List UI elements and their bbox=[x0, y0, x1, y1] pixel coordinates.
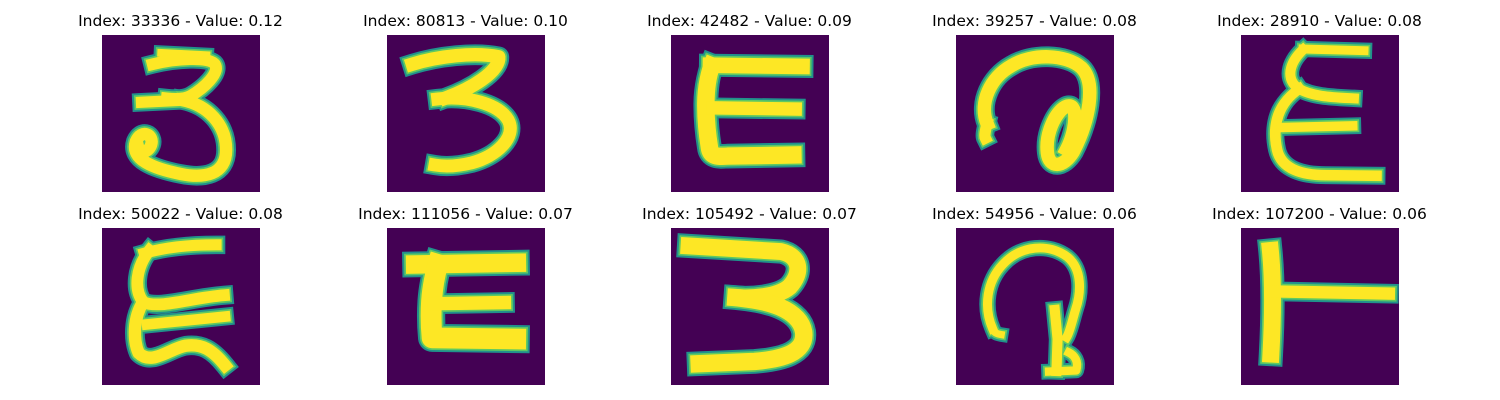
panel-title: Index: 80813 - Value: 0.10 bbox=[363, 12, 568, 30]
digit-panel: Index: 50022 - Value: 0.08 bbox=[38, 193, 323, 385]
digit-image bbox=[102, 228, 260, 385]
stroke-core bbox=[697, 54, 802, 166]
digit-image bbox=[1241, 228, 1399, 385]
digit-panel: Index: 39257 - Value: 0.08 bbox=[892, 0, 1177, 192]
stroke-core bbox=[979, 116, 994, 146]
digit-image bbox=[956, 228, 1114, 385]
stroke-core bbox=[128, 92, 233, 182]
stroke-core bbox=[1298, 44, 1369, 56]
stroke-core bbox=[1267, 285, 1396, 300]
digit-image bbox=[387, 35, 545, 192]
digit-panel: Index: 42482 - Value: 0.09 bbox=[607, 0, 892, 192]
digit-image bbox=[387, 228, 545, 385]
stroke-core bbox=[427, 295, 512, 311]
digit-panel: Index: 28910 - Value: 0.08 bbox=[1177, 0, 1462, 192]
digit-image bbox=[1241, 35, 1399, 192]
digit-image bbox=[671, 35, 829, 192]
digit-panel: Index: 54956 - Value: 0.06 bbox=[892, 193, 1177, 385]
stroke-core bbox=[983, 243, 1084, 344]
stroke-core bbox=[1261, 241, 1281, 364]
stroke-core bbox=[1276, 120, 1358, 133]
stroke-core bbox=[403, 48, 506, 107]
panel-title: Index: 105492 - Value: 0.07 bbox=[642, 205, 857, 223]
panel-title: Index: 50022 - Value: 0.08 bbox=[78, 205, 283, 223]
panel-title: Index: 111056 - Value: 0.07 bbox=[358, 205, 573, 223]
stroke-core bbox=[141, 310, 231, 331]
panel-title: Index: 28910 - Value: 0.08 bbox=[1217, 12, 1422, 30]
stroke-core bbox=[987, 324, 1006, 339]
panel-title: Index: 54956 - Value: 0.06 bbox=[932, 205, 1137, 223]
digit-panel: Index: 107200 - Value: 0.06 bbox=[1177, 193, 1462, 385]
image-background bbox=[1241, 35, 1399, 192]
digit-image bbox=[671, 228, 829, 385]
panel-title: Index: 42482 - Value: 0.09 bbox=[647, 12, 852, 30]
digit-panel: Index: 33336 - Value: 0.12 bbox=[38, 0, 323, 192]
stroke-core bbox=[1269, 81, 1382, 182]
stroke-core bbox=[128, 293, 234, 375]
stroke-core bbox=[977, 50, 1097, 171]
digit-image bbox=[102, 35, 260, 192]
stroke-core bbox=[706, 101, 803, 116]
digit-image bbox=[956, 35, 1114, 192]
stroke-core bbox=[427, 91, 517, 173]
digit-panel: Index: 111056 - Value: 0.07 bbox=[323, 193, 608, 385]
stroke-core bbox=[702, 57, 810, 75]
panel-title: Index: 33336 - Value: 0.12 bbox=[78, 12, 283, 30]
stroke-core bbox=[1044, 346, 1082, 376]
stroke-core bbox=[1049, 304, 1063, 377]
panel-title: Index: 107200 - Value: 0.06 bbox=[1212, 205, 1427, 223]
panel-title: Index: 39257 - Value: 0.08 bbox=[932, 12, 1137, 30]
digit-panel: Index: 105492 - Value: 0.07 bbox=[607, 193, 892, 385]
stroke-core bbox=[690, 288, 813, 373]
digit-panel: Index: 80813 - Value: 0.10 bbox=[323, 0, 608, 192]
